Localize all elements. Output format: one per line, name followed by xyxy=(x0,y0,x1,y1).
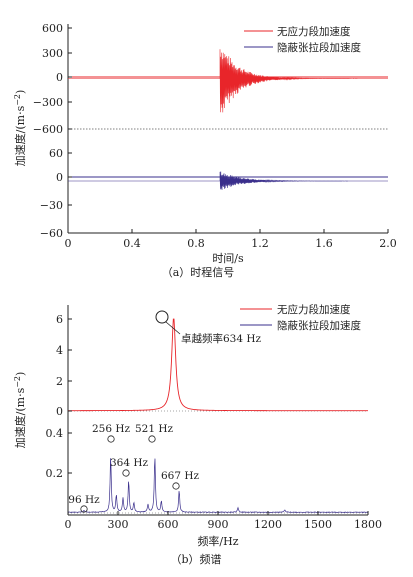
panel-b-legend: 无应力段加速度 隐蔽张拉段加速度 xyxy=(240,303,361,332)
peak-label-667: 667 Hz xyxy=(161,470,200,482)
ytick-label: 6 xyxy=(56,313,63,326)
peak-label-364: 364 Hz xyxy=(110,457,149,469)
xtick-label: 0.4 xyxy=(123,237,141,250)
panel-b-xlabel: 频率/Hz xyxy=(197,534,238,548)
panel-b-xticks: 0 300 600 900 1200 1500 1800 xyxy=(65,511,382,531)
xtick-label: 600 xyxy=(158,518,179,531)
legend-label-unstressed: 无应力段加速度 xyxy=(277,303,351,316)
xtick-label: 0 xyxy=(65,237,72,250)
legend-label-hidden-tension: 隐蔽张拉段加速度 xyxy=(277,319,361,332)
ytick-label: −60 xyxy=(40,227,63,240)
peak-label-96: 96 Hz xyxy=(68,494,100,506)
peak-leader-634 xyxy=(165,321,181,335)
panel-b-ylabel: 加速度/(m·s−2) xyxy=(13,372,27,449)
peak-marker-364 xyxy=(122,469,130,477)
panel-a-yticks-bottom: 60 30 0 −30 −60 xyxy=(40,147,72,240)
panel-a: 600 300 0 −300 −600 60 30 0 −30 −60 0 xyxy=(13,22,397,279)
peak-label-521: 521 Hz xyxy=(135,423,174,435)
signal-hidden-tension xyxy=(68,171,388,190)
legend-label-hidden-tension: 隐蔽张拉段加速度 xyxy=(277,41,361,54)
panel-a-xticks: 0 0.4 0.8 1.2 1.6 2.0 xyxy=(65,229,397,250)
ytick-label: 300 xyxy=(42,47,63,60)
ytick-label: 600 xyxy=(42,22,63,35)
peak-marker-256 xyxy=(107,435,115,443)
xtick-label: 1500 xyxy=(304,518,332,531)
legend-label-unstressed: 无应力段加速度 xyxy=(277,25,351,38)
peak-label-256: 256 Hz xyxy=(92,423,131,435)
ytick-label: 0.4 xyxy=(46,427,64,440)
xtick-label: 0 xyxy=(65,518,72,531)
xtick-label: 1200 xyxy=(254,518,282,531)
ytick-label: 4 xyxy=(56,344,63,357)
ytick-label: 0 xyxy=(56,171,63,184)
ytick-label: 0 xyxy=(56,71,63,84)
peak-marker-667 xyxy=(172,482,180,490)
ytick-label: 2 xyxy=(56,375,63,388)
ytick-label: 0.2 xyxy=(46,467,64,480)
ytick-label: 0 xyxy=(56,405,63,418)
panel-b: 6 4 2 0 0.4 0.2 0 300 600 900 1200 1500 … xyxy=(13,303,382,566)
xtick-label: 0.8 xyxy=(187,237,205,250)
annotation-dominant-frequency: 卓越频率634 Hz xyxy=(181,332,262,345)
panel-a-ylabel: 加速度/(m·s−2) xyxy=(13,90,27,167)
peak-marker-96 xyxy=(80,505,88,513)
panel-a-caption: （a）时程信号 xyxy=(162,266,235,279)
panel-b-yticks: 6 4 2 0 0.4 0.2 xyxy=(46,313,72,480)
panel-a-legend: 无应力段加速度 隐蔽张拉段加速度 xyxy=(244,25,361,54)
xtick-label: 1.2 xyxy=(251,237,269,250)
xtick-label: 900 xyxy=(208,518,229,531)
ytick-label: −30 xyxy=(40,199,63,212)
xtick-label: 2.0 xyxy=(379,237,397,250)
panel-a-xlabel: 时间/s xyxy=(212,252,244,265)
panel-b-caption: （b）频谱 xyxy=(170,552,221,566)
panel-a-yticks-top: 600 300 0 −300 −600 xyxy=(33,22,72,136)
xtick-label: 300 xyxy=(108,518,129,531)
xtick-label: 1.6 xyxy=(315,237,333,250)
peak-marker-634 xyxy=(155,310,169,324)
ytick-label: −600 xyxy=(33,123,63,136)
signal-unstressed xyxy=(68,49,388,113)
peak-marker-521 xyxy=(148,435,156,443)
ytick-label: 60 xyxy=(49,147,63,160)
xtick-label: 1800 xyxy=(354,518,382,531)
ytick-label: −300 xyxy=(33,96,63,109)
spectrum-unstressed xyxy=(68,318,368,412)
